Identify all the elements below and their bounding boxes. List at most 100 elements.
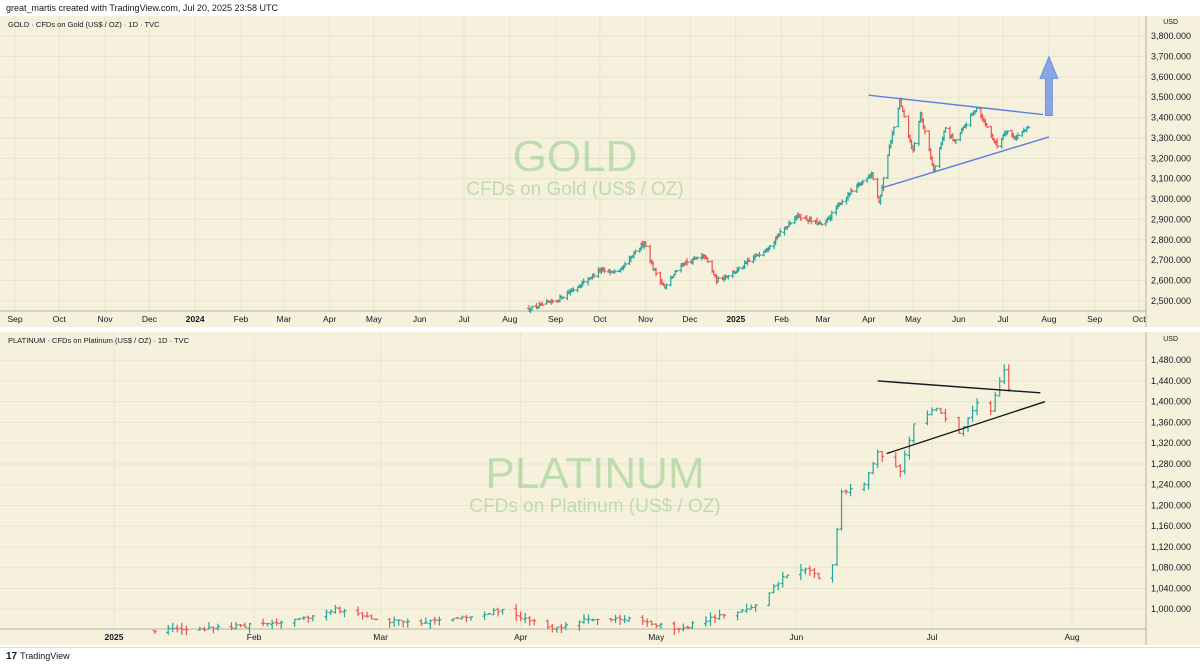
ohlc-bar — [184, 625, 189, 636]
ohlc-bar — [265, 622, 270, 627]
ohlc-bar — [726, 274, 731, 280]
ohlc-bar — [487, 612, 492, 615]
ohlc-bar — [197, 626, 202, 631]
ohlc-bar — [491, 608, 496, 616]
x-tick-label: Jul — [926, 632, 937, 642]
gold-chart-canvas[interactable]: 3,800.000 3,700.000 3,600.000 3,500.000 3,40… — [0, 16, 1200, 327]
ohlc-bar — [778, 228, 783, 237]
ohlc-bar — [937, 146, 942, 168]
platinum-watermark-subtitle: CFDs on Platinum (US$ / OZ) — [469, 496, 721, 517]
upper-trendline — [877, 380, 1041, 394]
ohlc-bar — [342, 608, 347, 618]
tradingview-logo[interactable]: 17 TradingView — [6, 651, 70, 662]
x-tick-label: May — [905, 314, 922, 324]
gold-symbol-label: GOLD · CFDs on Gold (US$ / OZ) · 1D · TV… — [8, 20, 160, 29]
ohlc-bar — [685, 625, 690, 630]
x-tick-label: Jul — [998, 314, 1009, 324]
y-tick-label: 1,200.000 — [1151, 500, 1191, 510]
ohlc-bar — [776, 581, 781, 591]
ohlc-bar — [337, 606, 342, 614]
x-tick-label: Aug — [502, 314, 517, 324]
ohlc-bar — [540, 301, 545, 307]
ohlc-bar — [681, 623, 686, 632]
ohlc-bar — [609, 618, 614, 622]
ohlc-bar — [893, 452, 898, 468]
ohlc-bar — [695, 256, 700, 260]
ohlc-bar — [933, 165, 938, 172]
ohlc-bar — [613, 614, 618, 623]
ohlc-bar — [717, 609, 722, 620]
ohlc-bar — [929, 407, 934, 416]
ohlc-bar — [871, 172, 876, 181]
ohlc-bar — [559, 623, 564, 634]
x-tick-label: Feb — [247, 632, 262, 642]
ohlc-bar — [392, 616, 397, 627]
ohlc-bar — [274, 618, 279, 626]
ohlc-bar — [405, 618, 410, 628]
ohlc-bar — [943, 126, 948, 133]
ohlc-bar — [554, 626, 559, 633]
ohlc-bar — [862, 482, 867, 492]
ohlc-bar — [464, 614, 469, 623]
ohlc-bar — [747, 257, 752, 263]
ohlc-bar — [749, 604, 754, 610]
y-tick-label: 3,100.000 — [1151, 174, 1191, 184]
platinum-chart-pane[interactable]: 1,480.000 1,440.000 1,400.000 1,360.000 1,32… — [0, 332, 1200, 645]
platinum-currency-label: USD — [1163, 336, 1178, 343]
ohlc-bar — [654, 267, 659, 277]
gold-chart-pane[interactable]: 3,800.000 3,700.000 3,600.000 3,500.000 3,40… — [0, 16, 1200, 327]
ohlc-bar — [736, 266, 741, 272]
ohlc-bar — [238, 624, 243, 628]
y-tick-label: 1,000.000 — [1151, 604, 1191, 614]
ohlc-bar — [401, 620, 406, 628]
ohlc-bar — [780, 571, 785, 588]
x-tick-label: Feb — [774, 314, 789, 324]
ohlc-bar — [703, 616, 708, 627]
ohlc-bar — [970, 405, 975, 422]
ohlc-bar — [902, 450, 907, 475]
ohlc-bar — [809, 216, 814, 225]
y-tick-label: 3,500.000 — [1151, 92, 1191, 102]
ohlc-bar — [798, 564, 803, 581]
y-tick-label: 3,300.000 — [1151, 133, 1191, 143]
footer-bar: 17 TradingView — [0, 647, 1200, 665]
tradingview-logo-mark: 17 — [6, 651, 18, 662]
y-tick-label: 3,400.000 — [1151, 113, 1191, 123]
gold-watermark-subtitle: CFDs on Gold (US$ / OZ) — [466, 179, 684, 200]
x-tick-label: Jul — [459, 314, 470, 324]
platinum-chart-canvas[interactable]: 1,480.000 1,440.000 1,400.000 1,360.000 1,32… — [0, 332, 1200, 645]
ohlc-bar — [716, 275, 721, 283]
lower-trendline — [886, 401, 1046, 455]
ohlc-bar — [270, 619, 275, 630]
ohlc-bar — [785, 574, 790, 579]
ohlc-bar — [428, 619, 433, 629]
lower-trendline — [881, 136, 1050, 189]
ohlc-bar — [243, 622, 248, 628]
ohlc-bar — [459, 615, 464, 620]
platinum-watermark-title: PLATINUM — [485, 449, 705, 498]
y-tick-label: 2,900.000 — [1151, 214, 1191, 224]
ohlc-bar — [708, 612, 713, 627]
ohlc-bar — [595, 618, 600, 626]
ohlc-bar — [673, 269, 678, 276]
x-tick-label: Nov — [638, 314, 654, 324]
ohlc-bar — [674, 270, 679, 273]
ohlc-bar — [953, 138, 958, 145]
ohlc-bar — [835, 528, 840, 567]
pane-divider[interactable] — [0, 327, 1200, 332]
ohlc-bar — [995, 138, 1000, 149]
gold-currency-label: USD — [1163, 19, 1178, 26]
x-tick-label: Mar — [276, 314, 291, 324]
ohlc-bar — [984, 123, 989, 128]
ohlc-bar — [627, 616, 632, 622]
ohlc-bar — [550, 299, 555, 304]
ohlc-bar — [848, 483, 853, 497]
ohlc-bar — [866, 472, 871, 490]
ohlc-bar — [925, 410, 930, 426]
ohlc-bar — [830, 564, 835, 583]
ohlc-bar — [640, 615, 645, 625]
ohlc-bar — [586, 614, 591, 624]
ohlc-bar — [301, 616, 306, 621]
ohlc-bar — [881, 177, 886, 191]
x-tick-label: Mar — [816, 314, 831, 324]
